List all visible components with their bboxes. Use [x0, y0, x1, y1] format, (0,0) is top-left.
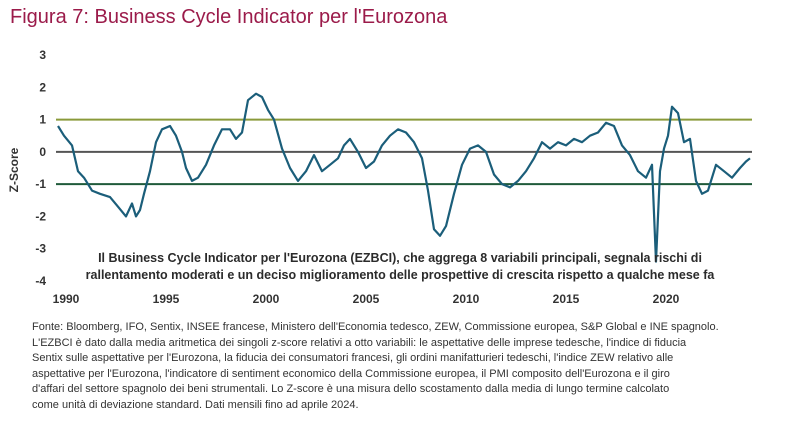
y-axis-ticks: 3 2 1 0 -1 -2 -3 -4 — [35, 48, 46, 288]
footnote-line: Sentix sulle aspettative per l'Eurozona,… — [32, 352, 674, 364]
y-tick-label: 0 — [39, 145, 46, 159]
y-tick-label: -3 — [35, 242, 46, 256]
x-tick-label: 2005 — [353, 292, 380, 306]
y-tick-label: 2 — [39, 80, 46, 94]
y-tick-label: 1 — [39, 113, 46, 127]
x-tick-label: 2010 — [453, 292, 480, 306]
x-tick-label: 2000 — [253, 292, 280, 306]
x-tick-label: 1995 — [153, 292, 180, 306]
chart-annotation-line-2: rallentamento moderati e un deciso migli… — [85, 268, 715, 282]
footnote-line: come unità di deviazione standard. Dati … — [32, 398, 359, 411]
y-axis-label: Z-Score — [7, 147, 21, 192]
x-tick-label: 2020 — [653, 292, 680, 306]
y-tick-label: 3 — [39, 48, 46, 62]
footnote: Fonte: Bloomberg, IFO, Sentix, INSEE fra… — [32, 320, 767, 413]
footnote-line: Fonte: Bloomberg, IFO, Sentix, INSEE fra… — [32, 321, 719, 333]
x-tick-label: 1990 — [53, 292, 80, 306]
series-line — [57, 92, 751, 263]
x-axis-ticks: 1990 1995 2000 2005 2010 2015 2020 — [53, 292, 680, 306]
footnote-line: L'EZBCI è dato dalla media aritmetica de… — [32, 336, 687, 349]
figure-title: Figura 7: Business Cycle Indicator per l… — [10, 6, 448, 28]
y-tick-label: -4 — [35, 274, 46, 288]
y-tick-label: -2 — [35, 209, 46, 223]
footnote-line: aspettative per l'Eurozona, l'indicatore… — [32, 367, 670, 380]
y-tick-label: -1 — [35, 177, 46, 191]
x-tick-label: 2015 — [553, 292, 580, 306]
footnote-line: d'affari del settore spagnolo dei beni s… — [32, 383, 670, 395]
chart-area: 3 2 1 0 -1 -2 -3 -4 1990 1995 2000 2005 2010 2015 202… — [7, 48, 752, 306]
reference-lines — [56, 118, 752, 186]
chart-annotation-line-1: Il Business Cycle Indicator per l'Eurozo… — [98, 251, 702, 265]
